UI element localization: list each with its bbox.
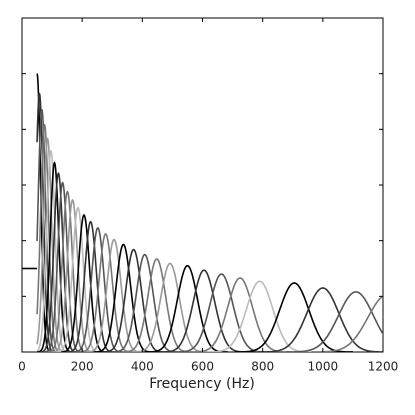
filter-curve	[132, 262, 208, 352]
filter-curve	[47, 190, 88, 352]
filter-curve	[36, 149, 68, 352]
filter-curve	[258, 287, 383, 352]
filter-curve	[37, 161, 72, 352]
filter-curve	[86, 238, 142, 352]
filter-curve	[61, 214, 107, 352]
x-axis-label: Frequency (Hz)	[149, 376, 255, 392]
filter-curve	[206, 280, 313, 352]
filter-curve	[56, 206, 100, 352]
curves	[22, 73, 383, 352]
x-tick-label: 600	[191, 360, 214, 374]
filter-curve	[102, 248, 165, 352]
filter-curve	[286, 291, 383, 352]
filter-curve	[235, 282, 353, 352]
x-tick-label: 800	[251, 360, 274, 374]
filter-curve	[40, 171, 77, 352]
filter-curve	[36, 73, 52, 352]
x-tick-label: 400	[131, 360, 154, 374]
filter-curve	[175, 273, 268, 352]
filter-curve	[121, 258, 192, 352]
filter-curve	[311, 295, 383, 352]
filter-curve	[36, 124, 61, 352]
x-tick-label: 200	[71, 360, 94, 374]
filter-curve	[190, 277, 290, 352]
filter-curve	[94, 243, 153, 352]
filter-curve	[72, 226, 123, 352]
x-tick-label: 1000	[308, 360, 339, 374]
filter-curve	[66, 220, 115, 352]
x-tick-label: 1200	[368, 360, 399, 374]
filter-curve	[36, 137, 65, 352]
filter-curve	[111, 253, 178, 352]
filter-curve	[36, 108, 58, 352]
filter-curve	[147, 264, 228, 352]
x-tick-label: 0	[18, 360, 26, 374]
filter-curve	[51, 198, 94, 352]
filter-curve	[160, 269, 248, 352]
